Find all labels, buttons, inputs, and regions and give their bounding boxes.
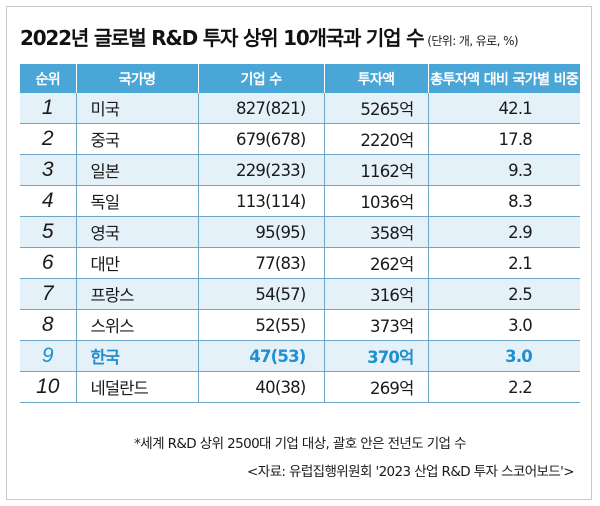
header-rank: 순위 [20,64,76,93]
rank-cell: 6 [20,247,76,279]
country-cell: 영국 [75,216,198,248]
rank-cell: 1 [20,93,76,124]
ranking-table: 순위 국가명 기업 수 투자액 총투자액 대비 국가별 비중 1 미국 827(… [20,64,580,403]
source-note: <자료: 유럽집행위원회 '2023 산업 R&D 투자 스코어보드'> [247,464,575,480]
companies-cell: 40(38) [197,371,324,403]
share-cell: 2.9 [427,216,580,248]
companies-cell: 47(53) [197,340,324,372]
investment-cell: 5265억 [323,93,428,124]
investment-cell: 269억 [323,371,428,403]
share-cell: 42.1 [427,93,580,124]
companies-cell: 113(114) [197,185,324,217]
table-row: 3 일본 229(233) 1162억 9.3 [20,154,580,186]
share-cell: 2.2 [427,371,580,403]
rank-cell: 5 [20,216,76,248]
unit-note: (단위: 개, 유로, %) [427,34,518,48]
country-cell: 미국 [75,93,198,124]
rank-cell: 9 [20,340,76,372]
header-investment: 투자액 [323,64,428,93]
country-cell: 한국 [75,340,198,372]
table-row: 2 중국 679(678) 2220억 17.8 [20,123,580,155]
rank-cell: 8 [20,309,76,341]
table-row: 7 프랑스 54(57) 316억 2.5 [20,278,580,310]
share-cell: 3.0 [427,309,580,341]
investment-cell: 262억 [323,247,428,279]
country-cell: 네덜란드 [75,371,198,403]
rank-cell: 2 [20,123,76,155]
country-cell: 대만 [75,247,198,279]
header-companies: 기업 수 [197,64,324,93]
companies-cell: 54(57) [197,278,324,310]
header-row: 순위 국가명 기업 수 투자액 총투자액 대비 국가별 비중 [20,64,580,93]
companies-cell: 679(678) [197,123,324,155]
companies-cell: 52(55) [197,309,324,341]
table-body: 1 미국 827(821) 5265억 42.1 2 중국 679(678) 2… [20,93,580,403]
rank-cell: 3 [20,154,76,186]
table-header: 순위 국가명 기업 수 투자액 총투자액 대비 국가별 비중 [20,64,580,93]
companies-cell: 229(233) [197,154,324,186]
companies-cell: 95(95) [197,216,324,248]
title-row: 2022년 글로벌 R&D 투자 상위 10개국과 기업 수 (단위: 개, 유… [20,22,580,51]
investment-cell: 2220억 [323,123,428,155]
share-cell: 17.8 [427,123,580,155]
table-row: 5 영국 95(95) 358억 2.9 [20,216,580,248]
country-cell: 일본 [75,154,198,186]
share-cell: 8.3 [427,185,580,217]
rank-cell: 4 [20,185,76,217]
header-country: 국가명 [75,64,198,93]
investment-cell: 316억 [323,278,428,310]
country-cell: 중국 [75,123,198,155]
investment-cell: 358억 [323,216,428,248]
companies-cell: 77(83) [197,247,324,279]
table-row: 1 미국 827(821) 5265억 42.1 [20,93,580,124]
table-row: 8 스위스 52(55) 373억 3.0 [20,309,580,341]
investment-cell: 1036억 [323,185,428,217]
share-cell: 2.5 [427,278,580,310]
table-row: 4 독일 113(114) 1036억 8.3 [20,185,580,217]
table-row-highlighted: 9 한국 47(53) 370억 3.0 [20,340,580,372]
country-cell: 스위스 [75,309,198,341]
header-share: 총투자액 대비 국가별 비중 [427,64,580,93]
investment-cell: 370억 [323,340,428,372]
investment-cell: 1162억 [323,154,428,186]
table-row: 6 대만 77(83) 262억 2.1 [20,247,580,279]
rank-cell: 10 [20,371,76,403]
share-cell: 9.3 [427,154,580,186]
share-cell: 3.0 [427,340,580,372]
country-cell: 프랑스 [75,278,198,310]
footnote: *세계 R&D 상위 2500대 기업 대상, 괄호 안은 전년도 기업 수 [134,436,466,452]
share-cell: 2.1 [427,247,580,279]
country-cell: 독일 [75,185,198,217]
rank-cell: 7 [20,278,76,310]
companies-cell: 827(821) [197,93,324,124]
investment-cell: 373억 [323,309,428,341]
table-row: 10 네덜란드 40(38) 269억 2.2 [20,371,580,403]
page-title: 2022년 글로벌 R&D 투자 상위 10개국과 기업 수 [20,26,424,50]
